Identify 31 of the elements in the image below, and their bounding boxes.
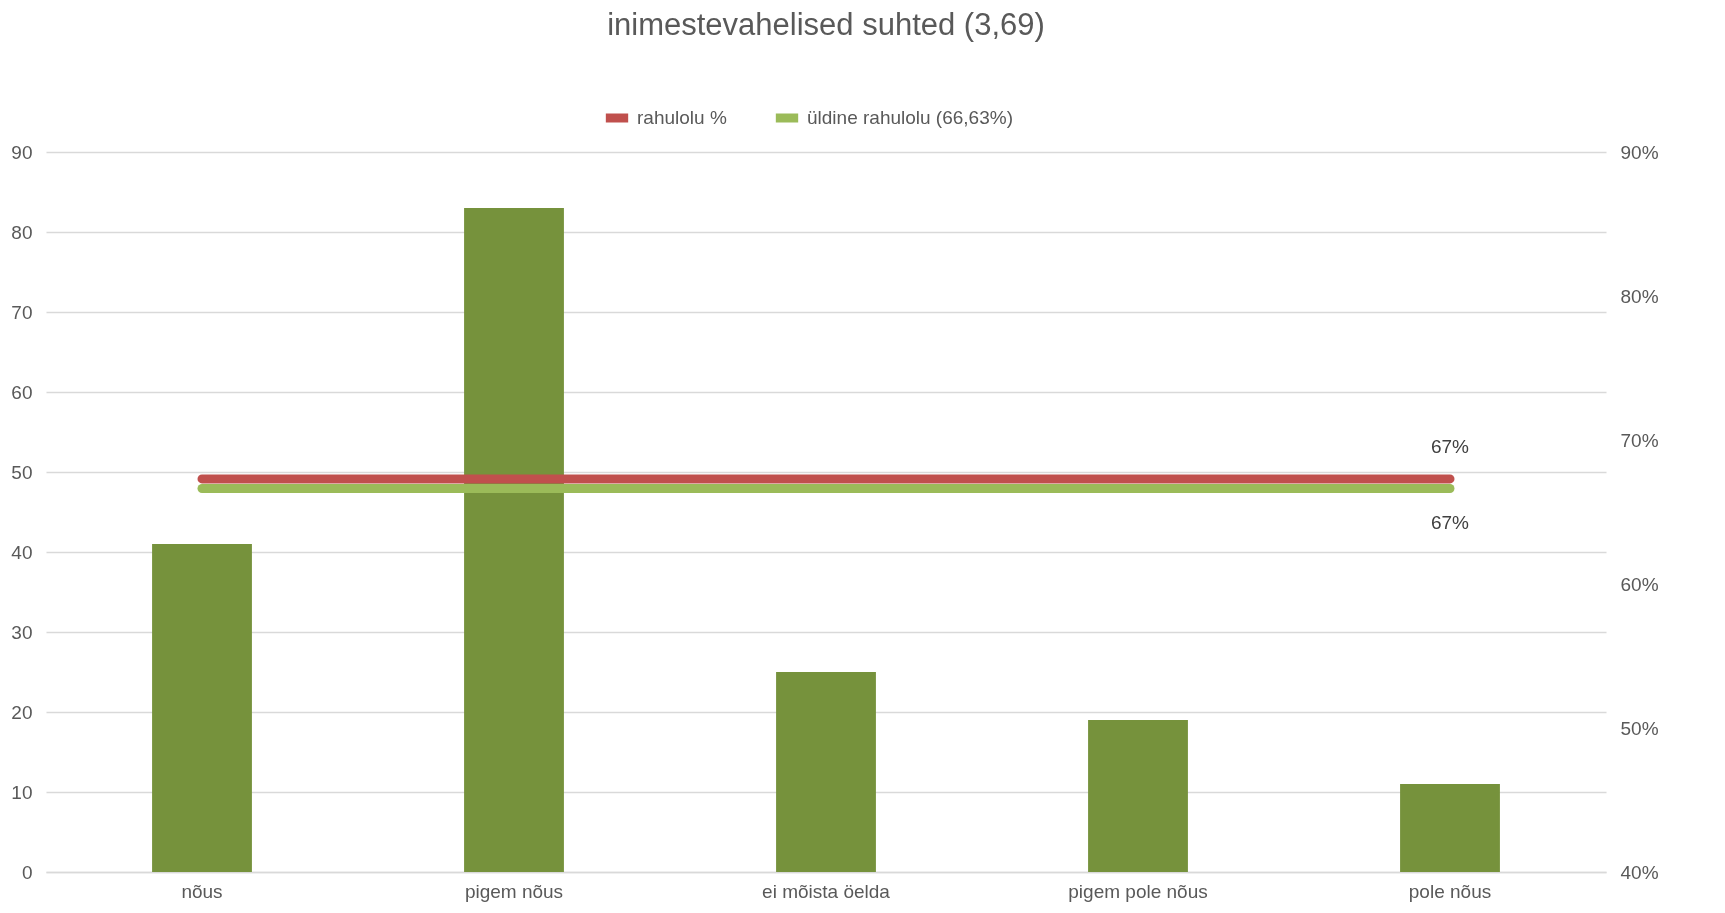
y2-tick-label: 40% [1620,861,1659,883]
y-tick-label: 40 [11,541,33,563]
x-tick-label: pole nõus [1408,880,1492,902]
y-tick-label: 30 [11,621,33,643]
y-tick-label: 90 [11,141,33,163]
x-tick-label: pigem nõus [464,880,564,902]
bar [1400,784,1500,872]
bar [1088,720,1188,872]
bar [152,544,252,872]
legend-label: rahulolu % [637,107,727,128]
y-tick-label: 0 [21,861,33,883]
chart-title: inimestevahelised suhted (3,69) [607,7,1045,42]
y2-tick-label: 50% [1620,717,1659,739]
y2-tick-label: 70% [1620,429,1659,451]
data-label: 67% [1430,511,1470,533]
data-label: 67% [1430,435,1470,457]
bar [776,672,876,872]
y-tick-label: 20 [11,701,33,723]
y-tick-label: 10 [11,781,33,803]
x-tick-label: pigem pole nõus [1068,880,1208,902]
y2-tick-label: 80% [1620,285,1659,307]
y2-tick-label: 90% [1620,141,1659,163]
legend-label: üldine rahulolu (66,63%) [807,107,1013,128]
y-tick-label: 80 [11,221,33,243]
bar [464,208,564,872]
y-tick-label: 60 [11,381,33,403]
y-tick-label: 50 [11,461,33,483]
y-tick-label: 70 [11,301,33,323]
y2-tick-label: 60% [1620,573,1659,595]
x-tick-label: nõus [181,880,223,902]
x-tick-label: ei mõista öelda [762,880,891,902]
